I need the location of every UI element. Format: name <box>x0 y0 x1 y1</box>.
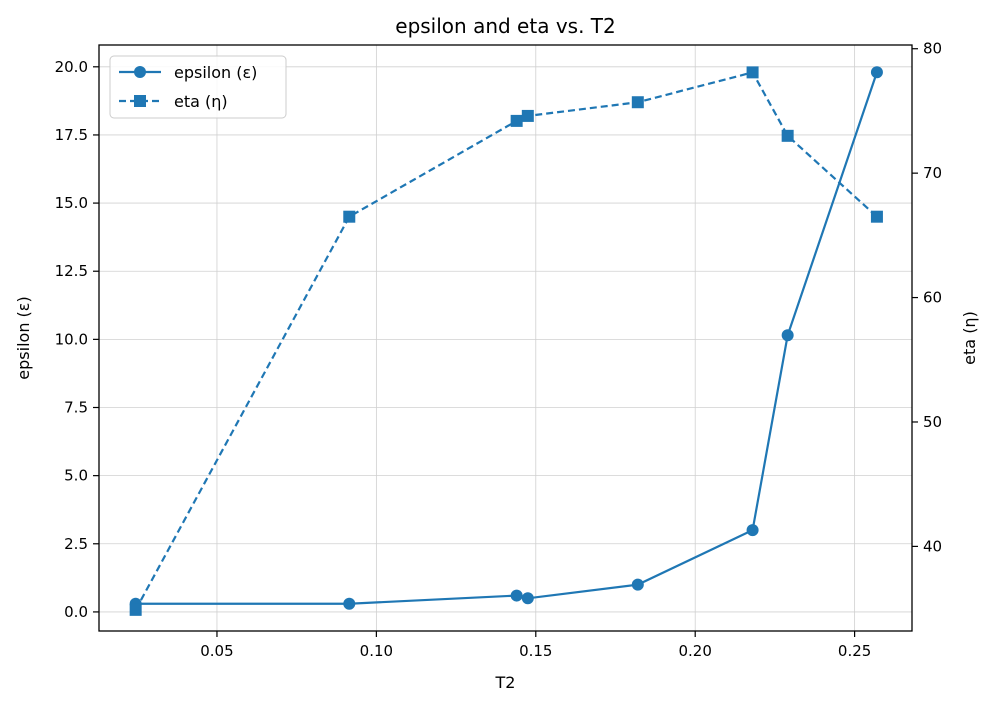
y-left-tick-label: 7.5 <box>64 399 88 417</box>
x-tick-label: 0.20 <box>678 642 711 660</box>
series-line-eta <box>134 71 878 611</box>
series-eta <box>129 66 883 616</box>
data-point-epsilon <box>746 524 759 537</box>
data-point-epsilon <box>631 578 644 591</box>
legend-label-eta: eta (η) <box>174 92 228 111</box>
x-axis-label: T2 <box>495 673 516 692</box>
x-tick-label: 0.10 <box>360 642 393 660</box>
x-tick-label: 0.25 <box>838 642 871 660</box>
x-tick-label: 0.05 <box>200 642 233 660</box>
y-left-tick-label: 12.5 <box>55 262 88 280</box>
y-axis-left-label: epsilon (ε) <box>14 296 33 379</box>
data-point-eta <box>781 129 794 142</box>
data-point-eta <box>129 603 142 616</box>
y-right-tick-label: 50 <box>923 413 942 431</box>
x-axis: 0.05 0.10 0.15 0.20 0.25 <box>200 631 871 660</box>
y-left-tick-label: 10.0 <box>55 330 88 348</box>
y-left-tick-label: 0.0 <box>64 603 88 621</box>
y-left-tick-label: 2.5 <box>64 535 88 553</box>
data-point-epsilon <box>343 597 356 610</box>
data-point-eta <box>631 96 644 109</box>
y-right-tick-label: 70 <box>923 164 942 182</box>
y-right-tick-label: 80 <box>923 40 942 58</box>
series-line-epsilon <box>135 71 878 605</box>
legend-marker-eta <box>134 95 146 107</box>
y-left-tick-label: 5.0 <box>64 467 88 485</box>
data-point-eta <box>521 109 534 122</box>
y-right-tick-label: 40 <box>923 537 942 555</box>
y-left-tick-label: 15.0 <box>55 194 88 212</box>
data-point-eta <box>870 210 883 223</box>
y-right-tick-label: 60 <box>923 289 942 307</box>
series-layer <box>129 66 883 616</box>
data-point-epsilon <box>781 329 794 342</box>
data-point-eta <box>343 210 356 223</box>
y-axis-right: 40 50 60 70 80 <box>912 40 942 555</box>
series-epsilon <box>129 66 883 610</box>
legend-marker-epsilon <box>134 66 146 78</box>
y-left-tick-label: 17.5 <box>55 126 88 144</box>
plot-frame <box>98 44 913 632</box>
data-point-epsilon <box>510 589 523 602</box>
legend-label-epsilon: epsilon (ε) <box>174 63 257 82</box>
legend: epsilon (ε) eta (η) <box>109 55 287 119</box>
x-tick-label: 0.15 <box>519 642 552 660</box>
data-point-epsilon <box>521 592 534 605</box>
data-point-eta <box>510 114 523 127</box>
y-axis-left: 0.0 2.5 5.0 7.5 10.0 12.5 15.0 17.5 20.0 <box>55 58 99 621</box>
data-point-epsilon <box>870 66 883 79</box>
grid <box>99 45 912 631</box>
y-left-tick-label: 20.0 <box>55 58 88 76</box>
chart-title: epsilon and eta vs. T2 <box>395 14 615 38</box>
data-point-eta <box>746 66 759 79</box>
y-axis-right-label: eta (η) <box>960 311 979 365</box>
